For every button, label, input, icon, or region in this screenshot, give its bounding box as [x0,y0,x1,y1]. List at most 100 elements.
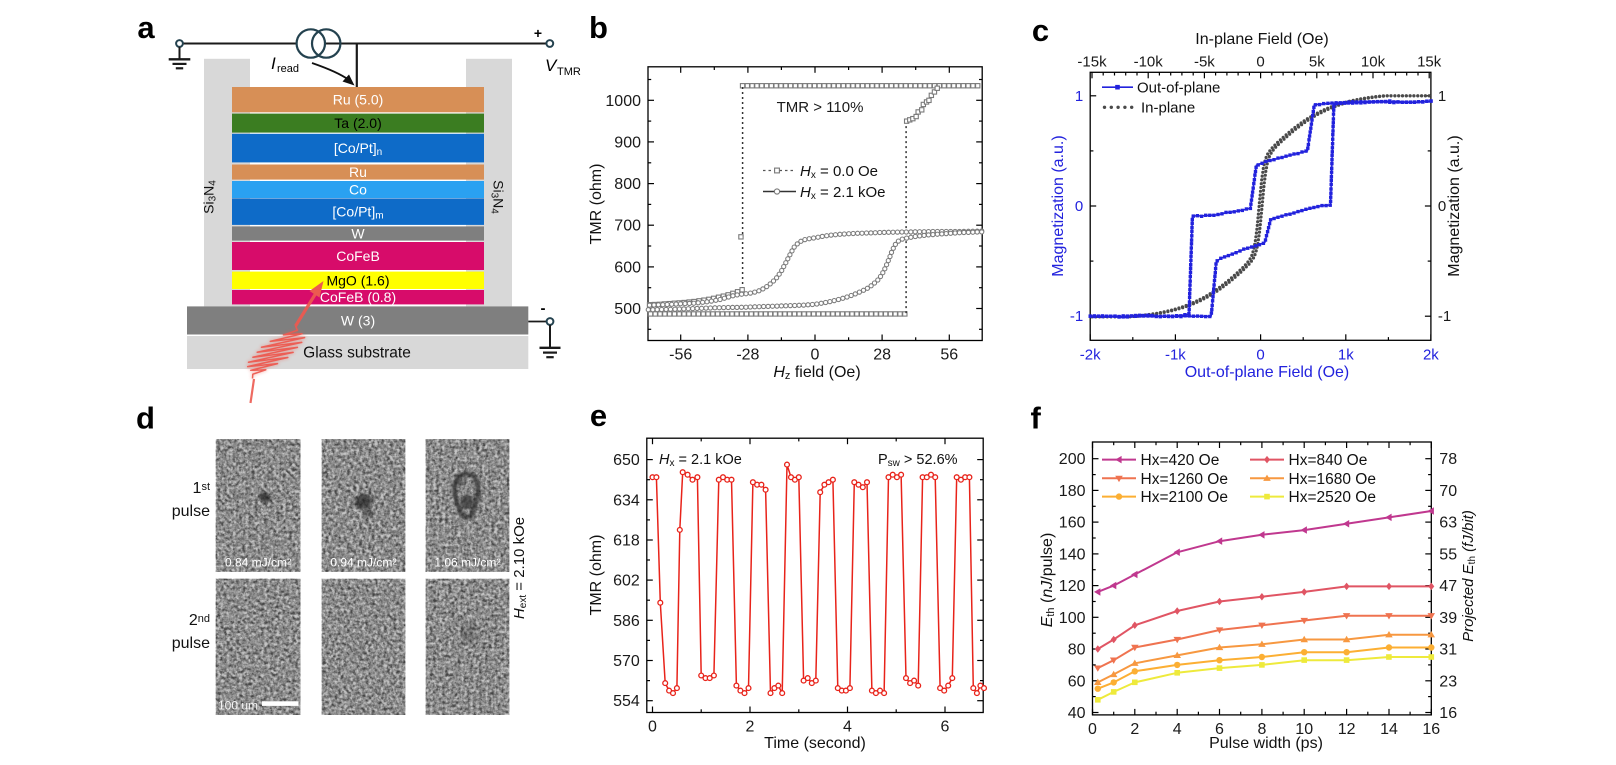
svg-text:d: d [136,401,155,436]
svg-text:-15k: -15k [1077,53,1107,70]
svg-text:W: W [351,226,365,242]
svg-text:Out-of-plane Field (Oe): Out-of-plane Field (Oe) [1185,364,1350,381]
svg-text:1: 1 [1438,88,1446,105]
svg-text:47: 47 [1439,578,1457,595]
svg-text:b: b [589,10,608,45]
svg-text:Hx=2100 Oe: Hx=2100 Oe [1141,489,1228,506]
svg-text:586: 586 [613,613,640,630]
svg-text:V: V [545,56,558,75]
svg-text:6: 6 [1215,721,1224,738]
svg-text:Hx = 0.0 Oe: Hx = 0.0 Oe [800,163,878,181]
svg-text:23: 23 [1439,673,1457,690]
svg-text:CoFeB: CoFeB [336,248,380,264]
svg-text:14: 14 [1380,721,1398,738]
svg-text:TMR > 110%: TMR > 110% [777,99,864,116]
svg-text:140: 140 [1059,546,1086,563]
svg-text:TMR (ohm): TMR (ohm) [588,535,605,616]
svg-text:CoFeB (0.8): CoFeB (0.8) [320,289,396,305]
svg-text:1: 1 [1075,88,1083,105]
svg-text:In-plane Field (Oe): In-plane Field (Oe) [1195,31,1328,48]
svg-text:602: 602 [613,573,640,590]
svg-text:f: f [1031,401,1042,436]
svg-text:70: 70 [1439,483,1457,500]
svg-text:39: 39 [1439,610,1457,627]
svg-text:I: I [271,54,276,73]
svg-text:a: a [137,10,155,45]
svg-text:200: 200 [1059,451,1086,468]
svg-text:570: 570 [613,653,640,670]
svg-text:+: + [534,25,542,41]
svg-text:8: 8 [1257,721,1266,738]
svg-text:4: 4 [843,719,852,736]
svg-text:2: 2 [746,719,755,736]
svg-text:-1: -1 [1070,308,1083,325]
svg-text:40: 40 [1068,705,1086,722]
svg-text:0: 0 [1075,198,1083,215]
svg-text:[Co/Pt]m: [Co/Pt]m [332,204,383,222]
svg-text:0: 0 [811,347,820,364]
svg-text:Hx=840 Oe: Hx=840 Oe [1289,452,1368,469]
svg-text:1.06 mJ/cm2: 1.06 mJ/cm2 [434,556,501,570]
svg-text:Hx=420 Oe: Hx=420 Oe [1141,452,1220,469]
svg-text:12: 12 [1338,721,1356,738]
svg-text:634: 634 [613,492,640,509]
svg-text:4: 4 [1173,721,1182,738]
svg-text:pulse: pulse [172,635,210,652]
svg-text:100 um: 100 um [218,699,258,713]
svg-text:Hext = 2.10 kOe: Hext = 2.10 kOe [511,517,529,619]
svg-text:Hx=1260 Oe: Hx=1260 Oe [1141,471,1228,488]
svg-text:Ru (5.0): Ru (5.0) [333,92,384,108]
svg-text:600: 600 [614,259,641,276]
svg-text:Si3N4: Si3N4 [201,180,219,214]
svg-text:Hz field (Oe): Hz field (Oe) [773,364,860,382]
svg-text:2nd: 2nd [189,612,210,629]
svg-text:6: 6 [941,719,950,736]
svg-text:618: 618 [613,533,640,550]
svg-text:2: 2 [1130,721,1139,738]
svg-text:Ta (2.0): Ta (2.0) [334,115,381,131]
svg-text:e: e [590,398,607,433]
svg-text:0: 0 [1256,346,1264,363]
svg-text:TMR (ohm): TMR (ohm) [588,164,605,245]
svg-text:read: read [277,63,299,75]
svg-text:Hx=2520 Oe: Hx=2520 Oe [1289,489,1376,506]
svg-text:MgO (1.6): MgO (1.6) [326,272,389,288]
svg-text:16: 16 [1439,705,1457,722]
svg-text:Si3N4: Si3N4 [488,180,506,214]
svg-text:55: 55 [1439,546,1457,563]
svg-text:Glass substrate: Glass substrate [303,345,411,362]
svg-text:500: 500 [614,301,641,318]
svg-text:900: 900 [614,134,641,151]
svg-text:Hx = 2.1 kOe: Hx = 2.1 kOe [659,452,742,469]
svg-text:-28: -28 [736,347,759,364]
svg-text:Out-of-plane: Out-of-plane [1137,80,1220,97]
svg-text:Magnetization (a.u.): Magnetization (a.u.) [1446,135,1463,276]
svg-text:28: 28 [873,347,891,364]
svg-text:-: - [541,300,546,317]
svg-text:31: 31 [1439,642,1457,659]
svg-text:60: 60 [1068,673,1086,690]
svg-text:120: 120 [1059,578,1086,595]
svg-text:Magnetization (a.u.): Magnetization (a.u.) [1050,135,1067,276]
svg-text:1k: 1k [1338,346,1354,363]
svg-text:78: 78 [1439,451,1457,468]
svg-text:1st: 1st [193,480,210,497]
svg-text:-1: -1 [1438,308,1451,325]
svg-text:Projected Eth (fJ/bit): Projected Eth (fJ/bit) [1460,510,1478,642]
svg-text:-2k: -2k [1080,346,1101,363]
svg-text:0: 0 [1438,198,1446,215]
svg-text:0: 0 [648,719,657,736]
svg-text:-56: -56 [669,347,692,364]
svg-text:Hx=1680 Oe: Hx=1680 Oe [1289,471,1376,488]
svg-text:Ru: Ru [349,164,367,180]
svg-text:-5k: -5k [1194,53,1215,70]
svg-text:W (3): W (3) [341,313,375,329]
svg-text:Co: Co [349,182,367,198]
svg-text:0: 0 [1256,53,1264,70]
svg-text:700: 700 [614,218,641,235]
svg-text:15k: 15k [1417,53,1442,70]
svg-text:2k: 2k [1423,346,1439,363]
svg-text:10k: 10k [1361,53,1386,70]
svg-text:650: 650 [613,452,640,469]
svg-text:63: 63 [1439,515,1457,532]
